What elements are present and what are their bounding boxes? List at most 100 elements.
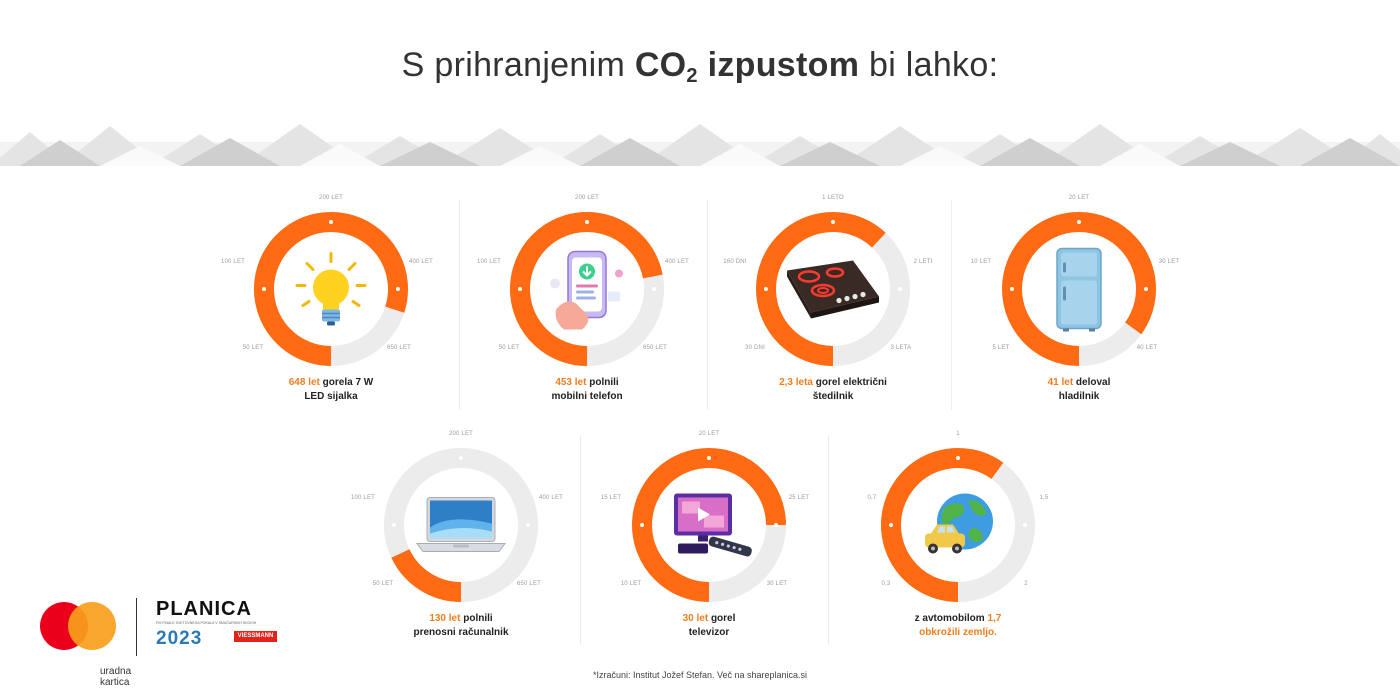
tick-bottom-right: 650 LET bbox=[386, 345, 412, 351]
progress-ring bbox=[881, 448, 1035, 602]
tick-left: 100 LET bbox=[220, 259, 246, 265]
progress-ring bbox=[632, 448, 786, 602]
tick-bottom-left: 30 DNI bbox=[745, 345, 765, 351]
ring-fill bbox=[391, 548, 462, 602]
tick-left: 10 LET bbox=[970, 259, 992, 265]
card-caption: 41 let deloval hladilnik bbox=[1047, 377, 1111, 402]
tick-left: 15 LET bbox=[600, 495, 622, 501]
ring-marker bbox=[1144, 287, 1148, 291]
tick-top: 1 bbox=[956, 431, 960, 437]
card-caption: z avtomobilom 1,7 obkrožili zemljo. bbox=[914, 613, 1002, 638]
card-caption: 130 let polnili prenosni računalnik bbox=[413, 613, 509, 638]
tick-top: 200 LET bbox=[448, 431, 474, 437]
ring-marker bbox=[392, 523, 396, 527]
progress-ring bbox=[384, 448, 538, 602]
divider bbox=[459, 200, 460, 410]
ring-marker bbox=[518, 287, 522, 291]
tick-top: 1 LETO bbox=[822, 195, 844, 201]
tick-bottom-right: 30 LET bbox=[766, 581, 788, 587]
tick-bottom-right: 650 LET bbox=[516, 581, 542, 587]
electric-stove-icon bbox=[783, 255, 883, 330]
tick-left: 100 LET bbox=[350, 495, 376, 501]
television-icon bbox=[664, 488, 754, 569]
tick-bottom-right: 3 LETA bbox=[890, 345, 912, 351]
smartphone-icon bbox=[542, 248, 632, 337]
tick-right: 400 LET bbox=[538, 495, 564, 501]
official-card-label: uradna kartica bbox=[100, 666, 132, 688]
tick-right: 30 LET bbox=[1158, 259, 1180, 265]
card-caption: 2,3 leta gorel električni štedilnik bbox=[779, 377, 887, 402]
tick-right: 25 LET bbox=[788, 495, 810, 501]
stat-card-stove: 1 LETO 160 DNI 2 LETI 30 DNI 3 LETA 2,3 … bbox=[713, 195, 953, 426]
tick-top: 200 LET bbox=[574, 195, 600, 201]
tick-right: 400 LET bbox=[664, 259, 690, 265]
stat-card-car: 1 0,7 1,5 0,3 2 z avtomobilom 1,7 obkroži… bbox=[838, 431, 1078, 662]
tick-bottom-left: 50 LET bbox=[498, 345, 520, 351]
stat-card-tv: 20 LET 15 LET 25 LET 10 LET 30 LET 30 le… bbox=[589, 431, 829, 662]
ring-fill bbox=[632, 448, 786, 602]
stat-card-led: 200 LET 100 LET 400 LET 50 LET 650 LET 6… bbox=[211, 195, 451, 426]
tick-bottom-right: 2 bbox=[1024, 581, 1028, 587]
ring-marker bbox=[526, 523, 530, 527]
card-caption: 648 let gorela 7 W LED sijalka bbox=[288, 377, 374, 402]
ring-fill bbox=[1002, 212, 1156, 366]
ring-marker bbox=[585, 220, 589, 224]
tick-bottom-left: 0,3 bbox=[881, 581, 891, 587]
tick-bottom-left: 50 LET bbox=[372, 581, 394, 587]
ring-fill bbox=[510, 212, 663, 366]
progress-ring bbox=[1002, 212, 1156, 366]
divider bbox=[707, 200, 708, 410]
ring-marker bbox=[707, 456, 711, 460]
ring-marker bbox=[831, 220, 835, 224]
ring-marker bbox=[1010, 287, 1014, 291]
ring-marker bbox=[396, 287, 400, 291]
card-caption: 453 let polnili mobilni telefon bbox=[551, 377, 623, 402]
ring-marker bbox=[262, 287, 266, 291]
tick-bottom-right: 650 LET bbox=[642, 345, 668, 351]
light-bulb-icon bbox=[291, 250, 371, 335]
tick-top: 200 LET bbox=[318, 195, 344, 201]
divider bbox=[951, 200, 952, 410]
tick-bottom-left: 5 LET bbox=[992, 345, 1010, 351]
mountain-decoration bbox=[0, 124, 1400, 166]
page-title: S prihranjenim CO2 izpustom bi lahko: bbox=[401, 46, 999, 87]
ring-marker bbox=[1023, 523, 1027, 527]
planica-logo-text: PLANICA bbox=[156, 598, 252, 620]
tick-top: 20 LET bbox=[1068, 195, 1090, 201]
ring-marker bbox=[1077, 220, 1081, 224]
stat-card-phone: 200 LET 100 LET 400 LET 50 LET 650 LET 4… bbox=[467, 195, 707, 426]
divider bbox=[136, 598, 137, 656]
ring-fill bbox=[756, 212, 886, 366]
ring-marker bbox=[889, 523, 893, 527]
footnote: *Izračuni: Institut Jožef Stefan. Več na… bbox=[592, 670, 808, 680]
ring-fill bbox=[881, 448, 1004, 602]
mastercard-logo bbox=[40, 602, 120, 650]
planica-year: 2023 bbox=[156, 628, 203, 649]
ring-marker bbox=[329, 220, 333, 224]
progress-ring bbox=[254, 212, 408, 366]
ring-marker bbox=[640, 523, 644, 527]
ring-marker bbox=[956, 456, 960, 460]
tick-bottom-right: 40 LET bbox=[1136, 345, 1158, 351]
ring-fill bbox=[254, 212, 408, 366]
ring-marker bbox=[459, 456, 463, 460]
viessmann-logo: VIESSMANN bbox=[234, 631, 277, 642]
tick-right: 1,5 bbox=[1039, 495, 1049, 501]
tick-right: 2 LETI bbox=[913, 259, 933, 265]
tick-left: 0,7 bbox=[867, 495, 877, 501]
ring-marker bbox=[652, 287, 656, 291]
car-globe-icon bbox=[913, 486, 1003, 571]
stat-card-laptop: 200 LET 100 LET 400 LET 50 LET 650 LET 1… bbox=[341, 431, 581, 662]
tick-left: 100 LET bbox=[476, 259, 502, 265]
ring-marker bbox=[774, 523, 778, 527]
divider bbox=[580, 435, 581, 645]
divider bbox=[828, 435, 829, 645]
progress-ring bbox=[510, 212, 664, 366]
planica-subtitle: FIS FINALE SVETOVNEGA POKALA V SMUČARSKI… bbox=[156, 621, 257, 625]
tick-bottom-left: 10 LET bbox=[620, 581, 642, 587]
tick-left: 160 DNI bbox=[723, 259, 747, 265]
card-caption: 30 let gorel televizor bbox=[682, 613, 736, 638]
tick-top: 20 LET bbox=[698, 431, 720, 437]
progress-ring bbox=[756, 212, 910, 366]
tick-bottom-left: 50 LET bbox=[242, 345, 264, 351]
